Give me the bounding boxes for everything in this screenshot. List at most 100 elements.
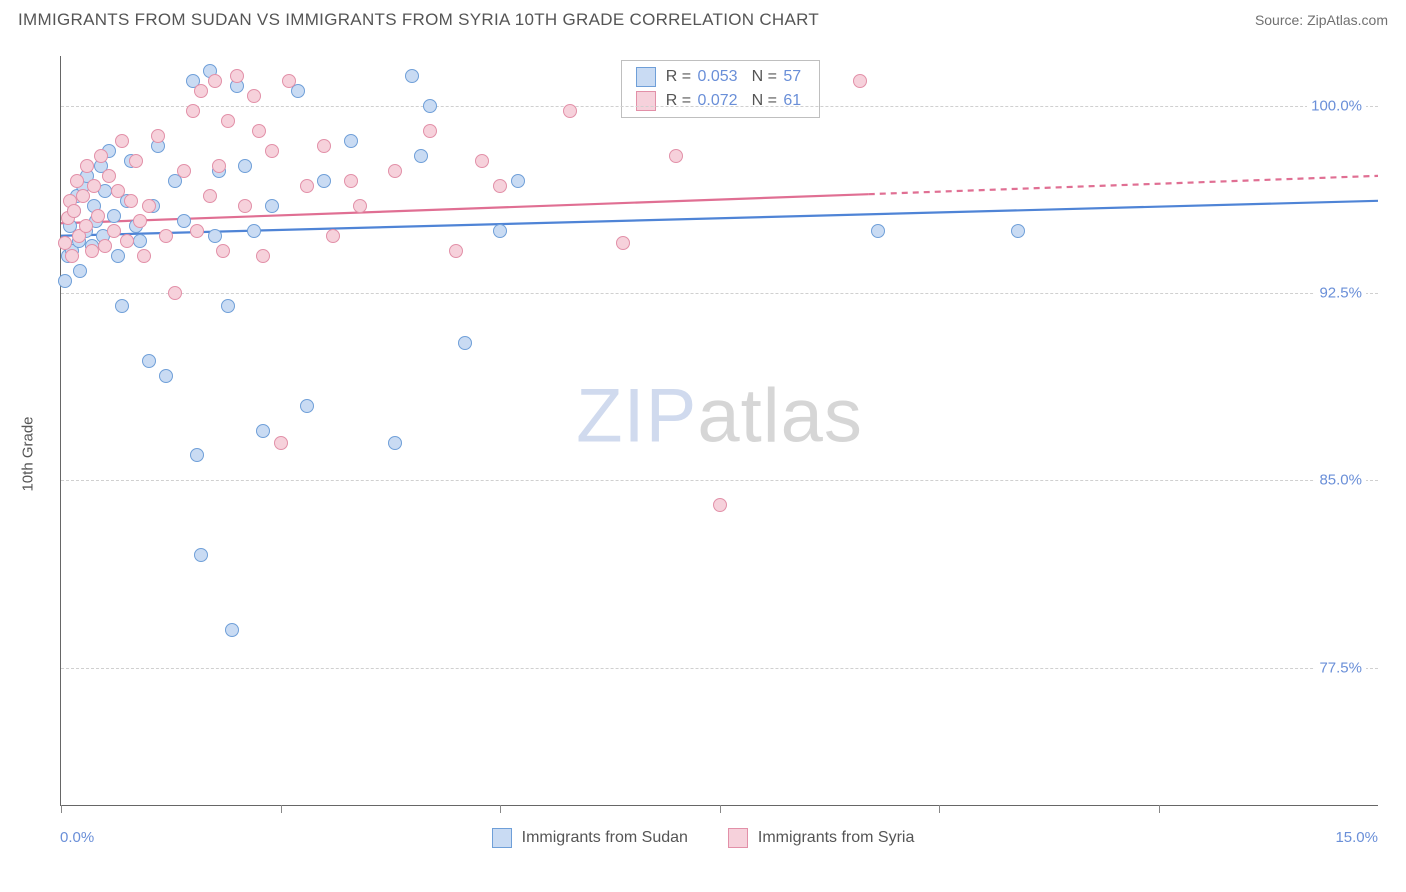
- scatter-point: [265, 199, 279, 213]
- scatter-point: [216, 244, 230, 258]
- legend-item-sudan: Immigrants from Sudan: [492, 828, 688, 848]
- scatter-point: [388, 164, 402, 178]
- scatter-point: [256, 249, 270, 263]
- stats-n-label: N = 61: [752, 92, 806, 110]
- scatter-point: [102, 169, 116, 183]
- scatter-point: [142, 354, 156, 368]
- chart-header: IMMIGRANTS FROM SUDAN VS IMMIGRANTS FROM…: [0, 0, 1406, 36]
- stats-row: R = 0.053 N = 57: [622, 65, 819, 89]
- scatter-point: [151, 129, 165, 143]
- scatter-point: [344, 134, 358, 148]
- scatter-point: [449, 244, 463, 258]
- scatter-point: [300, 399, 314, 413]
- scatter-point: [414, 149, 428, 163]
- scatter-point: [190, 448, 204, 462]
- scatter-point: [94, 149, 108, 163]
- x-tick: [500, 805, 501, 813]
- bottom-legend: Immigrants from Sudan Immigrants from Sy…: [18, 828, 1388, 848]
- scatter-point: [73, 264, 87, 278]
- y-axis-title: 10th Grade: [20, 416, 37, 491]
- legend-swatch-sudan: [492, 828, 512, 848]
- scatter-point: [326, 229, 340, 243]
- x-tick: [1159, 805, 1160, 813]
- scatter-point: [300, 179, 314, 193]
- stats-r-label: R = 0.072: [666, 92, 742, 110]
- scatter-point: [67, 204, 81, 218]
- gridline: [61, 480, 1378, 481]
- y-tick-label: 92.5%: [1315, 285, 1366, 302]
- scatter-point: [423, 99, 437, 113]
- plot-area: ZIPatlas R = 0.053N = 57R = 0.072N = 61 …: [60, 56, 1378, 806]
- scatter-point: [177, 214, 191, 228]
- stats-swatch: [636, 91, 656, 111]
- scatter-point: [317, 174, 331, 188]
- scatter-point: [713, 498, 727, 512]
- scatter-point: [212, 159, 226, 173]
- scatter-point: [87, 179, 101, 193]
- chart-wrap: 10th Grade ZIPatlas R = 0.053N = 57R = 0…: [18, 42, 1388, 866]
- scatter-point: [344, 174, 358, 188]
- scatter-point: [194, 548, 208, 562]
- scatter-point: [1011, 224, 1025, 238]
- watermark-zip: ZIP: [576, 373, 697, 458]
- scatter-point: [79, 219, 93, 233]
- scatter-point: [80, 159, 94, 173]
- scatter-point: [423, 124, 437, 138]
- legend-label-syria: Immigrants from Syria: [758, 829, 914, 847]
- scatter-point: [65, 249, 79, 263]
- watermark-atlas: atlas: [697, 373, 863, 458]
- stats-r-label: R = 0.053: [666, 68, 742, 86]
- scatter-point: [238, 199, 252, 213]
- y-tick-label: 77.5%: [1315, 659, 1366, 676]
- scatter-point: [203, 189, 217, 203]
- stats-n-label: N = 57: [752, 68, 806, 86]
- scatter-point: [168, 286, 182, 300]
- scatter-point: [405, 69, 419, 83]
- scatter-point: [871, 224, 885, 238]
- scatter-point: [190, 224, 204, 238]
- scatter-point: [563, 104, 577, 118]
- scatter-point: [58, 274, 72, 288]
- gridline: [61, 668, 1378, 669]
- scatter-point: [475, 154, 489, 168]
- scatter-point: [129, 154, 143, 168]
- scatter-point: [493, 179, 507, 193]
- scatter-point: [120, 234, 134, 248]
- y-tick-label: 100.0%: [1307, 97, 1366, 114]
- scatter-point: [177, 164, 191, 178]
- scatter-point: [137, 249, 151, 263]
- scatter-point: [76, 189, 90, 203]
- stats-swatch: [636, 67, 656, 87]
- scatter-point: [115, 134, 129, 148]
- chart-title: IMMIGRANTS FROM SUDAN VS IMMIGRANTS FROM…: [18, 10, 819, 30]
- scatter-point: [225, 623, 239, 637]
- gridline: [61, 106, 1378, 107]
- stats-legend: R = 0.053 N = 57 R = 0.072 N = 61: [621, 60, 820, 118]
- x-tick: [61, 805, 62, 813]
- gridline: [61, 293, 1378, 294]
- scatter-point: [388, 436, 402, 450]
- stats-row: R = 0.072 N = 61: [622, 89, 819, 113]
- scatter-point: [221, 114, 235, 128]
- scatter-point: [159, 369, 173, 383]
- x-tick: [939, 805, 940, 813]
- scatter-point: [247, 224, 261, 238]
- scatter-point: [133, 214, 147, 228]
- scatter-point: [111, 249, 125, 263]
- scatter-point: [238, 159, 252, 173]
- scatter-point: [124, 194, 138, 208]
- scatter-point: [458, 336, 472, 350]
- scatter-point: [159, 229, 173, 243]
- scatter-point: [115, 299, 129, 313]
- y-tick-label: 85.0%: [1315, 472, 1366, 489]
- scatter-point: [493, 224, 507, 238]
- legend-item-syria: Immigrants from Syria: [728, 828, 914, 848]
- scatter-point: [669, 149, 683, 163]
- scatter-point: [142, 199, 156, 213]
- scatter-point: [194, 84, 208, 98]
- x-tick: [720, 805, 721, 813]
- scatter-point: [252, 124, 266, 138]
- x-tick: [281, 805, 282, 813]
- scatter-point: [107, 224, 121, 238]
- scatter-point: [221, 299, 235, 313]
